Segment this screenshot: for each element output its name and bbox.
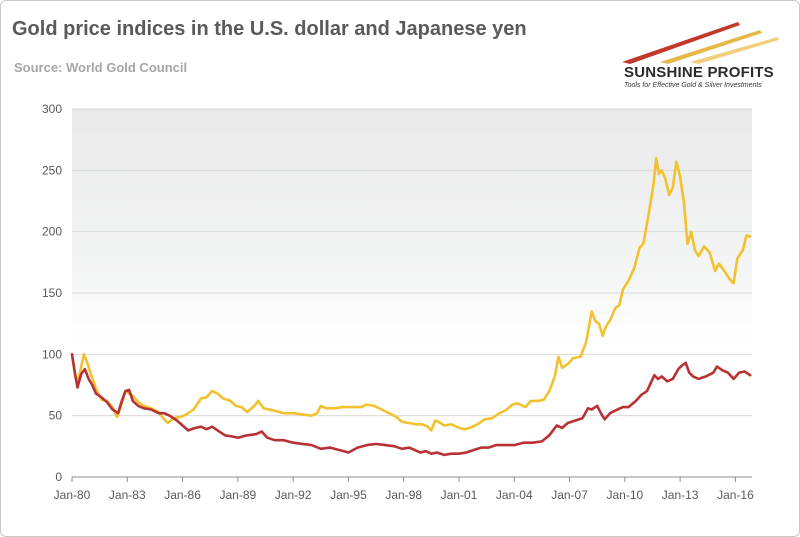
x-tick-label: Jan-04 (496, 488, 533, 502)
chart-title: Gold price indices in the U.S. dollar an… (12, 18, 527, 40)
y-tick-label: 100 (42, 347, 62, 361)
y-tick-label: 200 (42, 225, 62, 239)
y-tick-label: 150 (42, 286, 62, 300)
y-tick-label: 250 (42, 163, 62, 177)
x-tick-label: Jan-10 (606, 488, 643, 502)
x-tick-label: Jan-01 (441, 488, 478, 502)
series-line-usd (70, 156, 752, 432)
x-tick-label: Jan-16 (717, 488, 754, 502)
x-tick-label: Jan-83 (109, 488, 146, 502)
x-tick-label: Jan-86 (164, 488, 201, 502)
y-tick-label: 50 (49, 409, 63, 423)
logo-swoosh-gold-2 (690, 37, 779, 64)
sunshine-profits-logo-icon (622, 22, 779, 64)
x-tick-label: Jan-95 (330, 488, 367, 502)
x-tick-label: Jan-07 (551, 488, 588, 502)
x-tick-label: Jan-13 (662, 488, 699, 502)
x-tick-label: Jan-80 (54, 488, 91, 502)
x-tick-label: Jan-89 (220, 488, 257, 502)
logo-name: SUNSHINE PROFITS (624, 64, 774, 81)
x-tick-label: Jan-92 (275, 488, 312, 502)
y-tick-label: 300 (42, 102, 62, 116)
logo-tagline: Tools for Effective Gold & Silver Invest… (624, 82, 762, 89)
chart-subtitle: Source: World Gold Council (14, 60, 188, 75)
logo-swoosh-red (622, 22, 740, 64)
logo-swoosh-gold (660, 30, 762, 64)
y-tick-label: 0 (55, 470, 62, 484)
x-tick-label: Jan-98 (385, 488, 422, 502)
series-line-jpy (70, 353, 752, 457)
